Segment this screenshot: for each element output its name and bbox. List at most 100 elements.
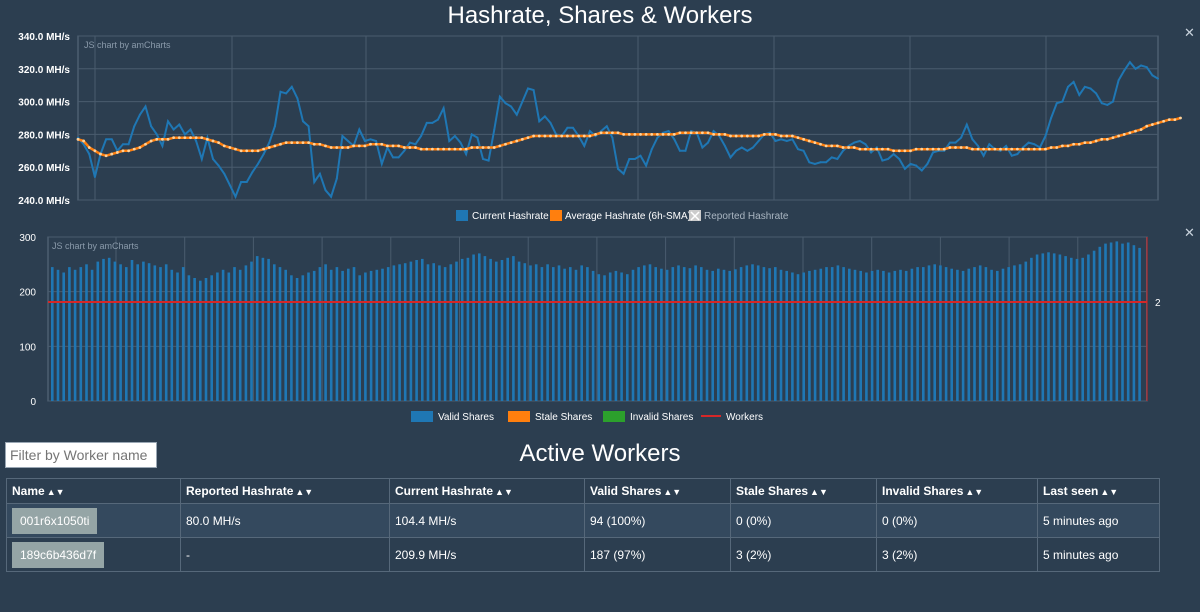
data-point-average-hashrate [543,134,547,138]
data-point-average-hashrate [1027,147,1031,151]
data-point-current-hashrate [588,130,591,133]
data-point-current-hashrate [650,148,653,151]
active-workers-title: Active Workers [519,440,681,467]
data-point-average-hashrate [1117,134,1121,138]
bar-valid-shares [745,265,749,401]
legend-label-workers: Workers [726,412,763,423]
legend-label-invalid-shares: Invalid Shares [630,412,693,423]
legend-label-stale-shares: Stale Shares [535,412,592,423]
data-point-average-hashrate [1173,118,1177,122]
bar-valid-shares [717,268,720,401]
bar-valid-shares [403,263,407,401]
data-point-average-hashrate [999,147,1002,151]
data-point-current-hashrate [1067,85,1069,88]
data-point-average-hashrate [380,142,384,146]
data-point-average-hashrate [436,147,440,151]
data-point-average-hashrate [757,134,761,138]
data-point-average-hashrate [470,146,474,149]
data-point-average-hashrate [869,147,873,151]
data-point-current-hashrate [408,141,411,144]
sort-icon: ▲▼ [810,487,828,497]
bar-valid-shares [842,267,845,401]
data-point-average-hashrate [340,146,344,149]
data-point-current-hashrate [217,164,220,167]
column-header-reported-hashrate[interactable]: Reported Hashrate ▲▼ [180,478,390,504]
bar-valid-shares [546,264,549,401]
bar-valid-shares [68,267,71,401]
data-point-average-hashrate [318,142,322,146]
data-point-current-hashrate [954,141,957,144]
y-tick-label: 340.0 MH/s [18,32,70,43]
last-seen-cell: 5 minutes ago [1037,503,1160,538]
bar-valid-shares [967,268,971,401]
bar-valid-shares [859,270,862,401]
data-point-current-hashrate [926,162,929,165]
data-point-average-hashrate [155,137,159,141]
data-point-current-hashrate [1106,103,1109,106]
bar-valid-shares [62,272,65,401]
data-point-average-hashrate [875,147,879,151]
data-point-average-hashrate [138,146,142,149]
data-point-average-hashrate [667,133,671,136]
data-point-average-hashrate [605,131,609,135]
worker-name-button[interactable]: 001r6x1050ti [12,507,98,534]
data-point-current-hashrate [257,162,259,165]
data-point-average-hashrate [740,134,744,138]
filter-worker-input[interactable] [5,442,157,468]
data-point-average-hashrate [655,133,659,136]
column-header-current-hashrate[interactable]: Current Hashrate ▲▼ [389,478,585,504]
data-point-current-hashrate [712,130,715,133]
data-point-current-hashrate [988,143,991,146]
worker-name-button[interactable]: 189c6b436d7f [12,541,105,568]
bar-valid-shares [660,268,663,401]
column-header-invalid-shares[interactable]: Invalid Shares ▲▼ [876,478,1038,504]
column-header-valid-shares[interactable]: Valid Shares ▲▼ [584,478,731,504]
data-point-average-hashrate [363,144,367,148]
data-point-average-hashrate [830,144,834,148]
column-header-name[interactable]: Name ▲▼ [6,478,181,504]
bar-valid-shares [1132,245,1136,401]
data-point-average-hashrate [1139,128,1143,131]
data-point-current-hashrate [617,167,619,170]
data-point-average-hashrate [515,139,519,143]
data-point-average-hashrate [560,134,564,138]
data-point-average-hashrate [234,147,237,151]
bar-valid-shares [164,264,168,401]
data-point-current-hashrate [172,128,175,131]
column-header-last-seen[interactable]: Last seen ▲▼ [1037,478,1160,504]
bar-valid-shares [603,275,606,401]
data-point-average-hashrate [695,131,699,135]
data-point-average-hashrate [1077,142,1081,146]
data-point-average-hashrate [1089,141,1092,145]
data-point-current-hashrate [189,128,192,131]
bar-valid-shares [739,267,743,401]
data-point-average-hashrate [880,147,884,151]
bar-valid-shares [1052,253,1056,401]
bar-valid-shares [1087,254,1090,401]
data-point-current-hashrate [1100,102,1103,105]
data-point-average-hashrate [104,154,108,158]
data-point-average-hashrate [453,147,457,151]
data-point-average-hashrate [582,134,586,138]
close-icon[interactable]: ✕ [1184,225,1195,240]
data-point-average-hashrate [824,144,828,148]
data-point-average-hashrate [1060,144,1064,148]
bar-valid-shares [478,253,481,401]
bar-valid-shares [574,269,578,401]
data-point-current-hashrate [358,128,361,131]
data-point-average-hashrate [324,144,327,148]
data-point-current-hashrate [752,146,754,149]
bar-valid-shares [922,267,925,401]
data-point-average-hashrate [909,149,912,153]
close-icon[interactable]: ✕ [1184,25,1195,40]
bar-valid-shares [722,269,726,401]
y-tick-label: 300.0 MH/s [18,98,70,109]
sort-icon: ▲▼ [46,487,65,497]
data-point-current-hashrate [1123,69,1126,72]
data-point-current-hashrate [566,126,569,129]
data-point-current-hashrate [1151,74,1154,77]
data-point-average-hashrate [678,131,682,135]
column-header-stale-shares[interactable]: Stale Shares ▲▼ [730,478,877,504]
bar-valid-shares [779,269,783,401]
data-point-average-hashrate [166,137,170,141]
